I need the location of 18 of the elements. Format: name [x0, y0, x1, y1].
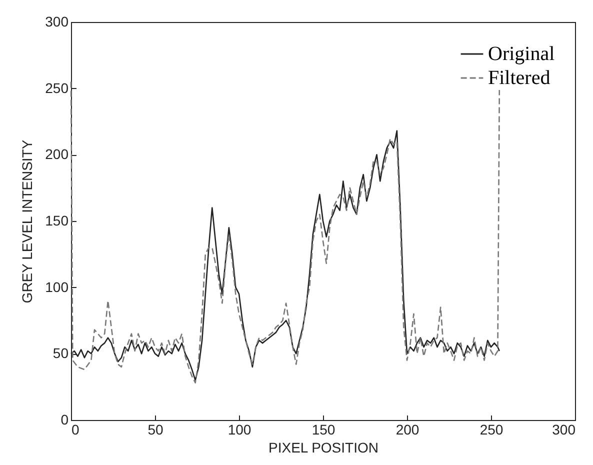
- y-tick-label: 100: [45, 278, 69, 295]
- y-tick-label: 300: [45, 14, 69, 30]
- x-tick-label: 150: [312, 422, 336, 438]
- y-tick-label: 150: [45, 212, 69, 228]
- legend-label: Filtered: [488, 67, 550, 89]
- x-tick-label: 0: [72, 422, 80, 438]
- y-axis-title: GREY LEVEL INTENSITY: [19, 139, 36, 304]
- y-tick-label: 200: [45, 146, 69, 162]
- x-tick-label: 250: [480, 422, 504, 438]
- legend-label: Original: [488, 43, 556, 65]
- x-tick-label: 300: [552, 422, 576, 438]
- y-tick-label: 50: [52, 345, 69, 362]
- x-tick-label: 100: [228, 422, 252, 438]
- x-axis-title: PIXEL POSITION: [268, 440, 378, 456]
- y-tick-label: 250: [45, 80, 69, 96]
- x-tick-label: 200: [396, 422, 420, 438]
- x-tick-label: 50: [148, 422, 164, 438]
- y-tick-label: 0: [60, 412, 69, 428]
